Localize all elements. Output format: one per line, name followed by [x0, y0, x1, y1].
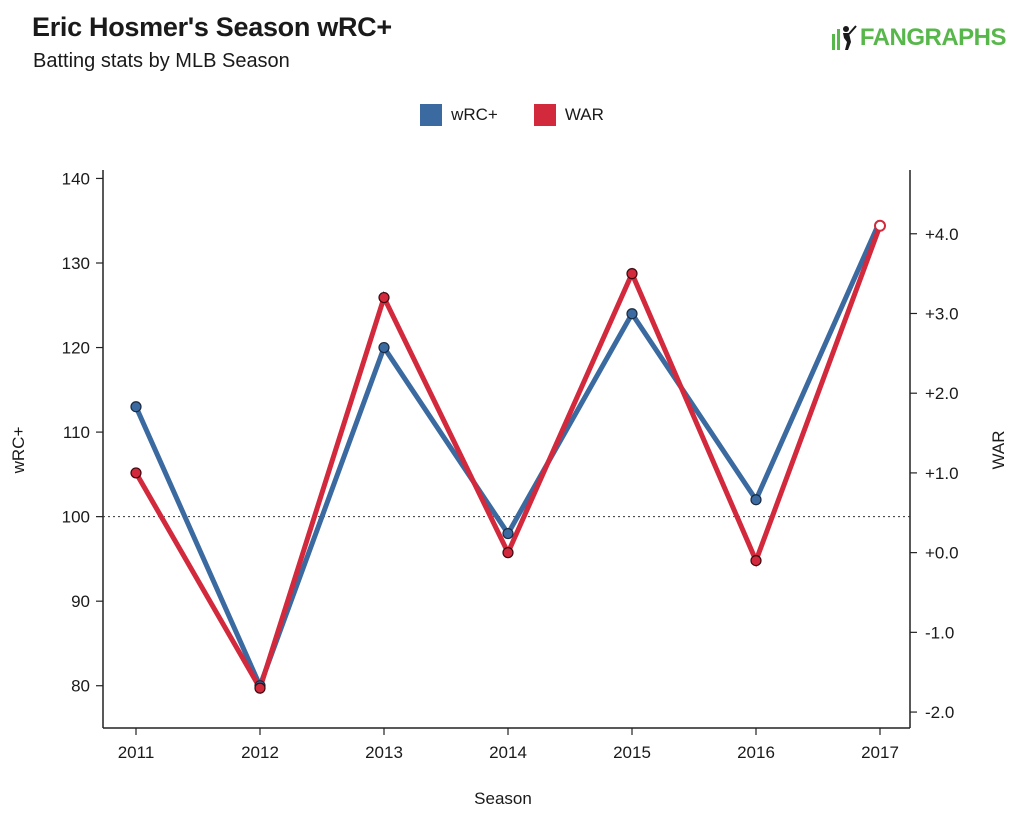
point-war — [130, 467, 142, 479]
y-tick-label: 140 — [62, 169, 90, 188]
x-tick-label: 2015 — [613, 743, 651, 762]
y-tick-label: 130 — [62, 254, 90, 273]
point-wrc — [502, 527, 514, 540]
x-tick-label: 2016 — [737, 743, 775, 762]
x-axis-label: Season — [474, 789, 532, 808]
point-war — [626, 268, 638, 280]
y-tick-label: 100 — [62, 508, 90, 527]
point-wrc — [378, 341, 390, 354]
point-wrc — [750, 494, 762, 506]
chart-subtitle: Batting stats by MLB Season — [33, 50, 290, 72]
legend-swatch-war — [533, 104, 556, 126]
batter-icon — [831, 25, 857, 50]
x-tick-label: 2011 — [118, 743, 155, 762]
legend-swatch-wrc — [420, 104, 443, 126]
x-tick-label: 2014 — [489, 743, 527, 762]
point-war — [750, 554, 762, 567]
point-wrc — [626, 308, 638, 320]
legend-item-war: WAR — [533, 104, 604, 126]
chart-title: Eric Hosmer's Season wRC+ — [32, 12, 392, 42]
point-wrc — [130, 401, 142, 413]
y-axis-label: wRC+ — [9, 427, 28, 475]
point-war — [874, 219, 886, 232]
y2-axis-label: WAR — [989, 430, 1008, 469]
y-tick-label: 90 — [71, 592, 90, 611]
point-war — [378, 291, 390, 304]
legend-label-wrc: wRC+ — [451, 105, 498, 124]
y2-tick-label: +2.0 — [925, 384, 959, 403]
series-line-war — [133, 224, 883, 695]
legend-item-wrc: wRC+ — [420, 104, 498, 126]
point-war — [502, 547, 514, 559]
x-tick-label: 2012 — [241, 743, 279, 762]
point-war — [254, 682, 266, 694]
series-line-wrc — [133, 219, 883, 693]
y2-tick-label: +4.0 — [925, 225, 959, 244]
logo-text: FANGRAPHS — [859, 24, 1007, 51]
legend: wRC+ WAR — [0, 104, 1024, 126]
y-tick-label: 80 — [71, 677, 90, 696]
y-tick-label: 120 — [62, 339, 90, 358]
legend-label-war: WAR — [564, 105, 604, 124]
y2-tick-label: -1.0 — [925, 623, 954, 642]
y2-tick-label: +1.0 — [925, 464, 959, 483]
fangraphs-logo: FANGRAPHS — [831, 24, 1007, 52]
x-tick-label: 2017 — [861, 743, 899, 762]
y2-tick-label: +0.0 — [925, 544, 959, 563]
y2-tick-label: -2.0 — [925, 703, 954, 722]
y-tick-label: 110 — [63, 423, 90, 442]
x-tick-label: 2013 — [365, 743, 403, 762]
y2-tick-label: +3.0 — [925, 304, 959, 323]
